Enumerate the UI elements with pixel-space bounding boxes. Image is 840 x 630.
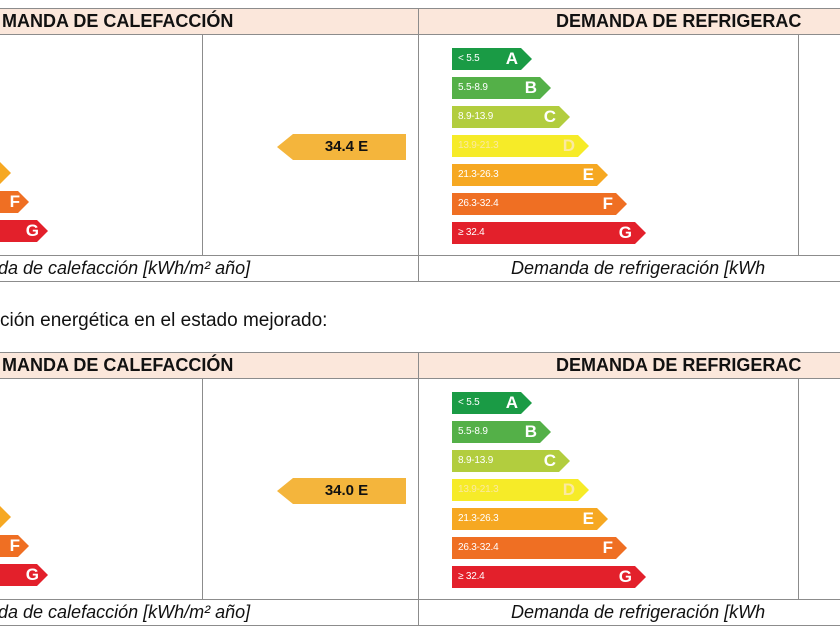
heating-footer: da de calefacción [kWh/m² año] xyxy=(0,602,251,622)
heating-arrow-f: F xyxy=(0,191,29,213)
cooling-arrow-d: 13.9-21.3 D xyxy=(452,479,589,501)
cooling-footer: Demanda de refrigeración [kWh xyxy=(511,602,766,622)
heating-arrow-e xyxy=(0,506,11,528)
cooling-footer: Demanda de refrigeración [kWh xyxy=(511,258,766,278)
cooling-arrow-f: 26.3-32.4 F xyxy=(452,193,627,215)
cooling-arrow-c: 8.9-13.9 C xyxy=(452,450,570,472)
heating-header: MANDA DE CALEFACCIÓN xyxy=(0,353,418,378)
divider xyxy=(202,378,203,600)
heating-arrow-e xyxy=(0,162,11,184)
heating-arrow-g: G xyxy=(0,564,48,586)
heating-value: 34.4 E xyxy=(324,138,369,155)
cooling-arrow-a: < 5.5 A xyxy=(452,48,532,70)
divider xyxy=(0,599,840,600)
cooling-arrow-a: < 5.5 A xyxy=(452,392,532,414)
divider xyxy=(0,281,840,282)
heating-footer: da de calefacción [kWh/m² año] xyxy=(0,258,251,278)
energy-table-current: MANDA DE CALEFACCIÓN DEMANDA DE REFRIGER… xyxy=(0,8,840,282)
cooling-arrow-g: ≥ 32.4 G xyxy=(452,566,646,588)
cooling-arrow-g: ≥ 32.4 G xyxy=(452,222,646,244)
heating-arrow-f: F xyxy=(0,535,29,557)
divider xyxy=(418,8,419,282)
divider xyxy=(798,378,799,600)
heating-arrow-g: G xyxy=(0,220,48,242)
cooling-arrow-e: 21.3-26.3 E xyxy=(452,164,608,186)
divider xyxy=(0,352,840,353)
divider xyxy=(0,34,840,35)
cooling-arrow-d: 13.9-21.3 D xyxy=(452,135,589,157)
energy-table: MANDA DE CALEFACCIÓN DEMANDA DE REFRIGER… xyxy=(0,8,840,282)
heating-header: MANDA DE CALEFACCIÓN xyxy=(0,9,418,34)
heating-value-pointer: 34.4 E xyxy=(277,134,406,160)
section-caption: ción energética en el estado mejorado: xyxy=(0,310,328,331)
divider xyxy=(0,8,840,9)
divider xyxy=(0,378,840,379)
divider xyxy=(798,34,799,256)
energy-table-improved: MANDA DE CALEFACCIÓN DEMANDA DE REFRIGER… xyxy=(0,352,840,626)
divider xyxy=(202,34,203,256)
divider xyxy=(0,255,840,256)
heating-value: 34.0 E xyxy=(324,482,369,499)
divider xyxy=(0,625,840,626)
energy-table: MANDA DE CALEFACCIÓN DEMANDA DE REFRIGER… xyxy=(0,352,840,626)
cooling-arrow-b: 5.5-8.9 B xyxy=(452,421,551,443)
divider xyxy=(418,352,419,626)
heating-value-pointer: 34.0 E xyxy=(277,478,406,504)
cooling-arrow-b: 5.5-8.9 B xyxy=(452,77,551,99)
cooling-header: DEMANDA DE REFRIGERAC xyxy=(419,9,840,34)
cooling-arrow-c: 8.9-13.9 C xyxy=(452,106,570,128)
cooling-arrow-f: 26.3-32.4 F xyxy=(452,537,627,559)
cooling-header: DEMANDA DE REFRIGERAC xyxy=(419,353,840,378)
cooling-arrow-e: 21.3-26.3 E xyxy=(452,508,608,530)
